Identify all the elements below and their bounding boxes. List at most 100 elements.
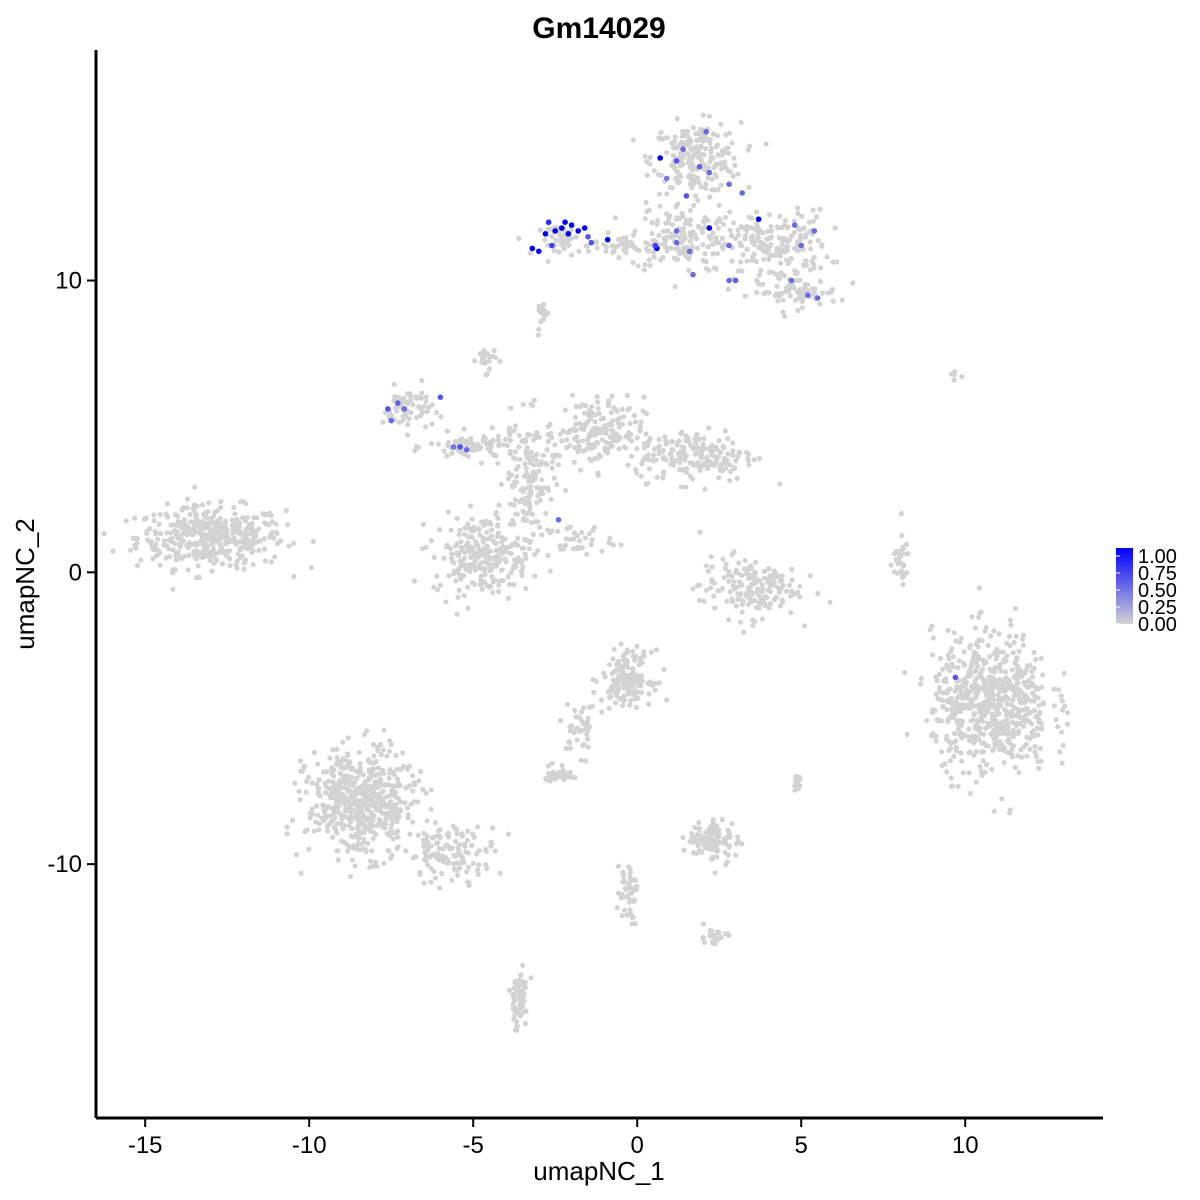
cell-point [692, 824, 698, 831]
cell-point [505, 595, 511, 602]
cell-point [519, 545, 526, 552]
cell-point [1037, 745, 1043, 752]
expressing-cell-point [739, 190, 745, 196]
cell-point [697, 529, 703, 535]
cell-point [628, 697, 634, 704]
cell-point [702, 167, 708, 173]
cell-point [753, 604, 760, 611]
expressing-cell-point [581, 225, 588, 231]
x-tick-label: -5 [463, 1132, 484, 1159]
cell-point [440, 846, 446, 852]
cell-point [799, 305, 806, 311]
cell-point [576, 248, 582, 254]
cell-point [936, 685, 943, 691]
cell-point [698, 157, 704, 163]
cell-point [192, 484, 198, 490]
cell-point [1040, 701, 1046, 707]
cell-point [651, 168, 658, 174]
cell-point [471, 528, 477, 534]
cell-point [431, 869, 437, 875]
cell-point [216, 541, 223, 547]
cell-point [251, 515, 257, 521]
cell-point [982, 769, 988, 775]
cell-point [660, 471, 667, 477]
cell-point [572, 414, 579, 420]
cell-point [435, 587, 441, 593]
cell-point [1016, 648, 1022, 655]
cell-point [437, 885, 443, 891]
expressing-cell-point [559, 225, 565, 231]
cell-point [341, 792, 347, 798]
cell-point [591, 524, 598, 531]
expressing-cells [385, 128, 959, 681]
cell-point [731, 579, 737, 585]
cell-point [456, 567, 462, 573]
cell-point [489, 440, 495, 446]
cell-point [454, 867, 460, 873]
cell-point [971, 712, 978, 718]
cell-point [514, 1023, 520, 1029]
cell-point [393, 752, 399, 759]
cell-point [638, 419, 644, 425]
cell-point [511, 428, 517, 434]
cell-point [410, 819, 416, 825]
x-axis-label: umapNC_1 [533, 1156, 665, 1186]
cell-point [727, 209, 733, 215]
cell-point [955, 726, 962, 732]
cell-point [516, 432, 522, 439]
cell-point [768, 241, 774, 247]
cell-point [791, 218, 797, 224]
cell-point [953, 748, 960, 754]
cell-point [218, 545, 225, 551]
cell-point [465, 453, 471, 459]
cell-point [446, 573, 452, 579]
cell-point [465, 605, 471, 611]
cell-point [1008, 729, 1015, 736]
cell-point [575, 544, 581, 550]
cell-point [364, 806, 370, 812]
cell-point [620, 873, 627, 879]
cell-point [347, 873, 353, 880]
cell-point [369, 760, 375, 766]
cell-point [979, 666, 986, 672]
expressing-cell-point [755, 216, 762, 222]
cell-point [742, 236, 748, 242]
cell-point [975, 614, 982, 621]
cell-point [974, 675, 980, 681]
cell-point [646, 207, 652, 213]
cell-point [737, 593, 743, 599]
cell-point [786, 286, 792, 292]
cell-point [520, 564, 526, 570]
expressing-cell-point [791, 222, 798, 228]
expressing-cell-point [585, 234, 591, 240]
cell-point [707, 159, 713, 165]
cell-point [797, 237, 803, 243]
cell-point [719, 817, 725, 823]
cell-point [777, 481, 783, 487]
cell-point [668, 245, 674, 251]
cell-point [964, 695, 970, 701]
cell-point [357, 828, 363, 834]
cell-point [945, 652, 951, 658]
cell-point [654, 474, 660, 480]
cell-point [429, 440, 435, 447]
cell-point [698, 184, 704, 190]
cell-point [742, 557, 748, 563]
cell-point [987, 674, 993, 680]
cell-point [151, 512, 157, 518]
cell-point [646, 466, 653, 472]
cell-point [453, 578, 459, 584]
cell-point [433, 851, 439, 857]
cell-point [651, 254, 657, 260]
cell-point [256, 547, 262, 554]
cell-point [737, 583, 744, 589]
cell-point [165, 514, 171, 520]
cell-point [1010, 719, 1016, 725]
cell-point [568, 252, 575, 258]
cell-point [1059, 760, 1065, 766]
cell-point [891, 551, 897, 557]
cell-point [674, 116, 680, 122]
cell-point [656, 680, 662, 686]
cell-point [370, 863, 376, 869]
cell-point [976, 656, 982, 662]
